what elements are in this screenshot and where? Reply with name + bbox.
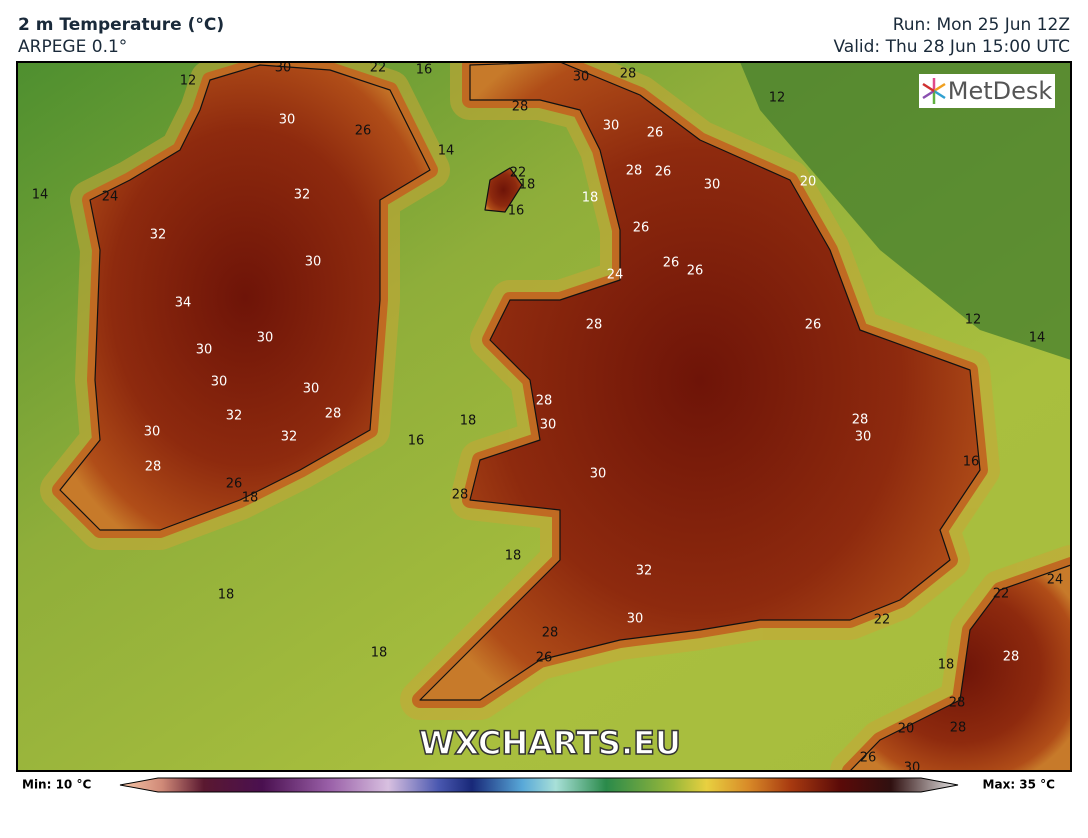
contour-label: 28: [452, 488, 469, 503]
contour-label: 28: [586, 318, 603, 333]
contour-label: 12: [180, 74, 197, 89]
contour-label: 22: [874, 613, 891, 628]
contour-label: 28: [620, 67, 637, 82]
contour-label: 32: [150, 228, 167, 243]
cool-sea: [740, 62, 1071, 360]
contour-label: 30: [904, 761, 921, 776]
contour-label: 30: [303, 382, 320, 397]
contour-label: 14: [1029, 331, 1046, 346]
land: [40, 62, 1071, 771]
contour-label: 30: [305, 255, 322, 270]
title: 2 m Temperature (°C): [18, 15, 224, 35]
contour-label: 12: [769, 91, 786, 106]
contour-label: 26: [226, 477, 243, 492]
contour-label: 30: [540, 418, 557, 433]
contour-label: 30: [573, 70, 590, 85]
contour-label: 18: [371, 646, 388, 661]
subtitle: ARPEGE 0.1°: [18, 37, 127, 57]
contour-label: 28: [626, 164, 643, 179]
contour-label: 28: [512, 100, 529, 115]
contour-label: 26: [633, 221, 650, 236]
contour-label: 30: [279, 113, 296, 128]
contour-label: 30: [855, 430, 872, 445]
contour-label: 20: [898, 722, 915, 737]
contour-label: 32: [636, 564, 653, 579]
contour-label: 30: [704, 178, 721, 193]
contour-label: 28: [852, 413, 869, 428]
contour-label: 14: [438, 144, 455, 159]
contour-label: 26: [536, 651, 553, 666]
contour-label: 28: [542, 626, 559, 641]
contour-label: 26: [687, 264, 704, 279]
logo: MetDesk: [948, 77, 1053, 105]
contour-label: 14: [32, 188, 49, 203]
contour-label: 32: [281, 430, 298, 445]
contour-label: 24: [607, 268, 624, 283]
contour-label: 26: [355, 124, 372, 139]
contour-label: 16: [416, 63, 433, 78]
contour-label: 26: [655, 165, 672, 180]
max-label: Max: 35 °C: [983, 778, 1056, 792]
contour-label: 18: [218, 588, 235, 603]
contour-label: 34: [175, 296, 192, 311]
contour-label: 32: [294, 188, 311, 203]
contour-label: 24: [1047, 573, 1064, 588]
run: Run: Mon 25 Jun 12Z: [893, 15, 1070, 35]
contour-label: 20: [800, 175, 817, 190]
contour-label: 18: [582, 191, 599, 206]
contour-label: 28: [1003, 650, 1020, 665]
contour-label: 22: [370, 61, 387, 76]
contour-label: 18: [938, 658, 955, 673]
contour-label: 28: [325, 407, 342, 422]
contour-label: 16: [963, 455, 980, 470]
min-label: Min: 10 °C: [22, 778, 91, 792]
watermark: WXCHARTS.EU: [419, 724, 681, 762]
contour-label: 16: [508, 204, 525, 219]
colorbar-bar: [119, 777, 959, 793]
colorbar: Min: 10 °C Max: 35 °C: [22, 777, 1056, 793]
contour-label: 30: [211, 375, 228, 390]
contour-label: 16: [408, 434, 425, 449]
contour-label: 18: [505, 549, 522, 564]
contour-label: 28: [949, 696, 966, 711]
contour-label: 30: [257, 331, 274, 346]
contour-label: 30: [196, 343, 213, 358]
contour-label: 18: [242, 491, 259, 506]
contour-label: 28: [536, 394, 553, 409]
contour-label: 30: [275, 61, 292, 76]
contour-label: 26: [647, 126, 664, 141]
contour-label: 26: [663, 256, 680, 271]
contour-label: 30: [144, 425, 161, 440]
contour-label: 32: [226, 409, 243, 424]
map-frame: [16, 61, 1072, 772]
contour-label: 24: [102, 190, 119, 205]
contour-label: 30: [590, 467, 607, 482]
contour-label: 30: [627, 612, 644, 627]
valid: Valid: Thu 28 Jun 15:00 UTC: [833, 37, 1070, 57]
contour-label: 26: [805, 318, 822, 333]
contour-label: 30: [603, 119, 620, 134]
logo-mark: [922, 78, 946, 104]
contour-label: 12: [965, 313, 982, 328]
contour-label: 26: [860, 751, 877, 766]
contour-label: 22: [510, 166, 527, 181]
logo-box: [919, 74, 1055, 108]
contour-label: 28: [950, 721, 967, 736]
contour-label: 28: [145, 460, 162, 475]
contour-label: 22: [993, 587, 1010, 602]
contour-label: 18: [519, 178, 536, 193]
contour-label: 18: [460, 414, 477, 429]
